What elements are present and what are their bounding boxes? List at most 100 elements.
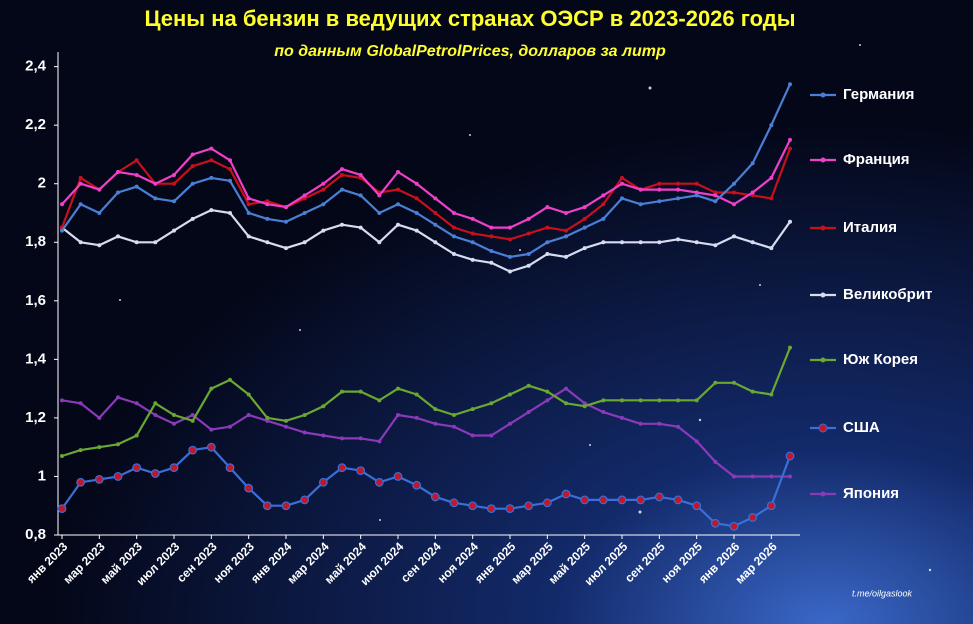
data-point [321, 433, 326, 438]
data-point [150, 469, 160, 478]
data-point [636, 495, 646, 505]
data-point [601, 202, 606, 207]
data-point [265, 415, 270, 420]
y-tick-label: 2,4 [25, 58, 47, 75]
data-point [340, 436, 344, 441]
stars [119, 44, 932, 572]
data-point [638, 421, 643, 426]
data-point [246, 202, 251, 207]
data-point [412, 480, 422, 490]
data-point [60, 228, 64, 233]
data-point [732, 190, 736, 195]
data-point [396, 222, 400, 227]
data-point [246, 392, 251, 397]
data-point [97, 445, 102, 450]
data-point [172, 181, 176, 186]
data-point [190, 152, 195, 157]
data-point [321, 404, 326, 409]
data-point [508, 225, 512, 230]
data-point [657, 181, 662, 186]
data-point [713, 199, 718, 204]
data-point [172, 199, 176, 204]
data-point [414, 415, 419, 420]
data-point [657, 421, 662, 426]
data-point [470, 257, 475, 262]
data-point [78, 240, 83, 245]
data-point [508, 269, 512, 274]
data-point [508, 254, 512, 259]
data-point [358, 172, 363, 177]
data-point [452, 424, 456, 429]
series-line [61, 347, 792, 458]
data-point [321, 187, 326, 192]
data-point [284, 219, 288, 224]
legend-label: Франция [843, 151, 910, 168]
data-point [449, 498, 459, 508]
series-line [61, 139, 791, 229]
data-point [321, 181, 326, 186]
data-point [78, 181, 83, 186]
data-point [396, 202, 400, 207]
legend-label: Япония [843, 485, 899, 502]
data-point [377, 240, 382, 245]
data-point [97, 415, 102, 420]
data-point [676, 196, 680, 201]
data-point [57, 504, 67, 514]
data-point [713, 193, 718, 198]
data-point [244, 483, 254, 493]
data-point [414, 196, 419, 201]
data-point [302, 193, 307, 198]
data-point [246, 234, 251, 239]
data-point [209, 386, 214, 391]
data-point [748, 513, 758, 522]
data-point [452, 251, 456, 256]
series-line [61, 83, 792, 258]
data-point [620, 196, 624, 201]
data-point [788, 82, 792, 87]
data-point [414, 392, 419, 397]
data-point [97, 243, 102, 248]
data-point [582, 401, 587, 406]
data-point [788, 146, 792, 151]
data-point [396, 187, 400, 192]
data-point [265, 418, 270, 423]
y-tick-label: 0,8 [25, 526, 46, 543]
data-point [433, 211, 438, 215]
data-point [78, 175, 83, 180]
data-point [582, 216, 587, 221]
data-point [284, 418, 288, 423]
data-point [134, 433, 139, 438]
data-point [190, 216, 195, 221]
y-tick-label: 1,6 [25, 292, 46, 309]
data-point [732, 380, 736, 385]
data-point [489, 249, 494, 254]
data-point [526, 263, 531, 268]
data-point [97, 211, 102, 215]
data-point [134, 401, 139, 406]
data-point [638, 202, 643, 207]
data-point [452, 412, 456, 417]
data-point [452, 234, 456, 239]
data-point [601, 410, 606, 415]
data-point [433, 421, 438, 426]
data-point [374, 477, 384, 487]
data-point [452, 225, 456, 230]
data-point [489, 234, 494, 239]
data-point [78, 202, 83, 207]
legend-label: Италия [843, 219, 897, 236]
data-point [638, 240, 643, 245]
data-point [452, 211, 456, 215]
data-point [340, 389, 344, 394]
data-point [433, 240, 438, 245]
data-point [190, 181, 195, 186]
data-point [601, 216, 606, 221]
data-point [564, 211, 568, 215]
data-point [545, 251, 550, 256]
data-point [788, 345, 792, 350]
data-point [694, 181, 699, 186]
legend-marker [820, 491, 826, 497]
data-point [377, 439, 382, 444]
data-point [60, 398, 64, 403]
